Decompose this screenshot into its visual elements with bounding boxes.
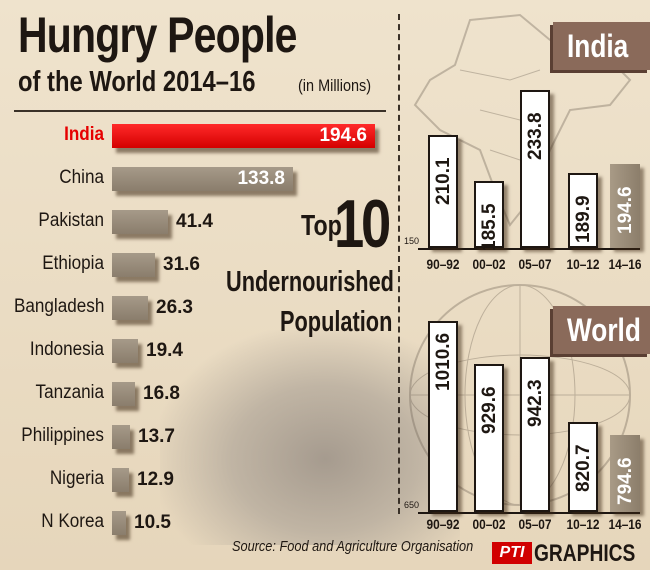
pti-logo: PTI [492, 542, 532, 564]
bar-label: Philippines [21, 425, 104, 446]
world-panel-tag: World [553, 306, 650, 354]
bar-value: 194.6 [615, 186, 636, 234]
x-tick-label: 00–02 [472, 256, 506, 272]
bar-value: 31.6 [163, 254, 200, 275]
bar-value: 929.6 [479, 386, 500, 434]
bar [112, 339, 138, 363]
bar-label: Nigeria [49, 468, 104, 489]
brand-text: GRAPHICS [534, 540, 636, 567]
bar-value: 41.4 [176, 211, 213, 232]
x-tick-label: 10–12 [566, 256, 600, 272]
source-note: Source: Food and Agriculture Organisatio… [232, 538, 474, 555]
x-tick-label: 10–12 [566, 516, 600, 532]
bar [112, 382, 135, 406]
top10-word: Top [301, 210, 342, 242]
bar-label: Ethiopia [42, 253, 104, 274]
bar-value: 233.8 [525, 112, 546, 160]
bar [112, 296, 148, 320]
bar [112, 210, 168, 234]
bar-label: Pakistan [38, 210, 104, 231]
baseline [418, 248, 640, 250]
baseline [418, 512, 640, 514]
bar [112, 425, 130, 449]
bar-label: Bangladesh [14, 296, 105, 317]
baseline-label: 150 [404, 236, 420, 246]
bar-value: 189.9 [573, 195, 594, 243]
bar [610, 164, 640, 248]
bar-value: 26.3 [156, 297, 193, 318]
x-tick-label: 90–92 [426, 256, 460, 272]
background-photo [160, 330, 460, 545]
bar [112, 468, 129, 492]
bar-value: 13.7 [138, 426, 175, 447]
bar-label: N Korea [41, 511, 104, 532]
bar [610, 435, 640, 512]
india-panel-tag: India [553, 22, 650, 70]
bar-value: 185.5 [479, 203, 500, 251]
bar [112, 124, 375, 148]
bar-label: Tanzania [35, 382, 104, 403]
bar-value: 133.8 [237, 168, 285, 189]
bar [568, 422, 598, 512]
bar-value: 12.9 [137, 469, 174, 490]
bar-label: India [64, 124, 104, 145]
baseline-label: 650 [404, 500, 420, 510]
india-panel-title: India [567, 28, 629, 64]
x-tick-label: 14–16 [608, 256, 642, 272]
bar [112, 511, 126, 535]
bar [112, 167, 293, 191]
bar [474, 364, 504, 512]
unit-label: (in Millions) [298, 76, 372, 95]
x-tick-label: 00–02 [472, 516, 506, 532]
bar-label: Indonesia [29, 339, 104, 360]
top10-number: 10 [334, 186, 391, 262]
top10-line3: Population [280, 306, 393, 338]
bar [520, 90, 550, 248]
title-rule [14, 110, 386, 112]
top10-line2: Undernourished [226, 266, 394, 298]
x-tick-label: 90–92 [426, 516, 460, 532]
bar [568, 173, 598, 248]
bar-value: 16.8 [143, 383, 180, 404]
chart-title: Hungry People [18, 7, 297, 63]
bar [112, 253, 155, 277]
bar-value: 19.4 [146, 340, 183, 361]
bar-value: 942.3 [525, 379, 546, 427]
chart-subtitle: of the World 2014–16 [18, 66, 256, 98]
bar-value: 194.6 [319, 125, 367, 146]
bar [474, 181, 504, 248]
bar [428, 135, 458, 248]
column-divider [398, 14, 400, 514]
bar-value: 820.7 [573, 444, 594, 492]
bar-value: 10.5 [134, 512, 171, 533]
bar-label: China [59, 167, 104, 188]
bar [428, 321, 458, 512]
bar [520, 357, 550, 512]
bar-value: 794.6 [615, 457, 636, 505]
bar-value: 1010.6 [433, 332, 454, 391]
world-panel-title: World [567, 312, 641, 348]
x-tick-label: 05–07 [518, 516, 552, 532]
x-tick-label: 05–07 [518, 256, 552, 272]
bar-value: 210.1 [433, 157, 454, 205]
x-tick-label: 14–16 [608, 516, 642, 532]
